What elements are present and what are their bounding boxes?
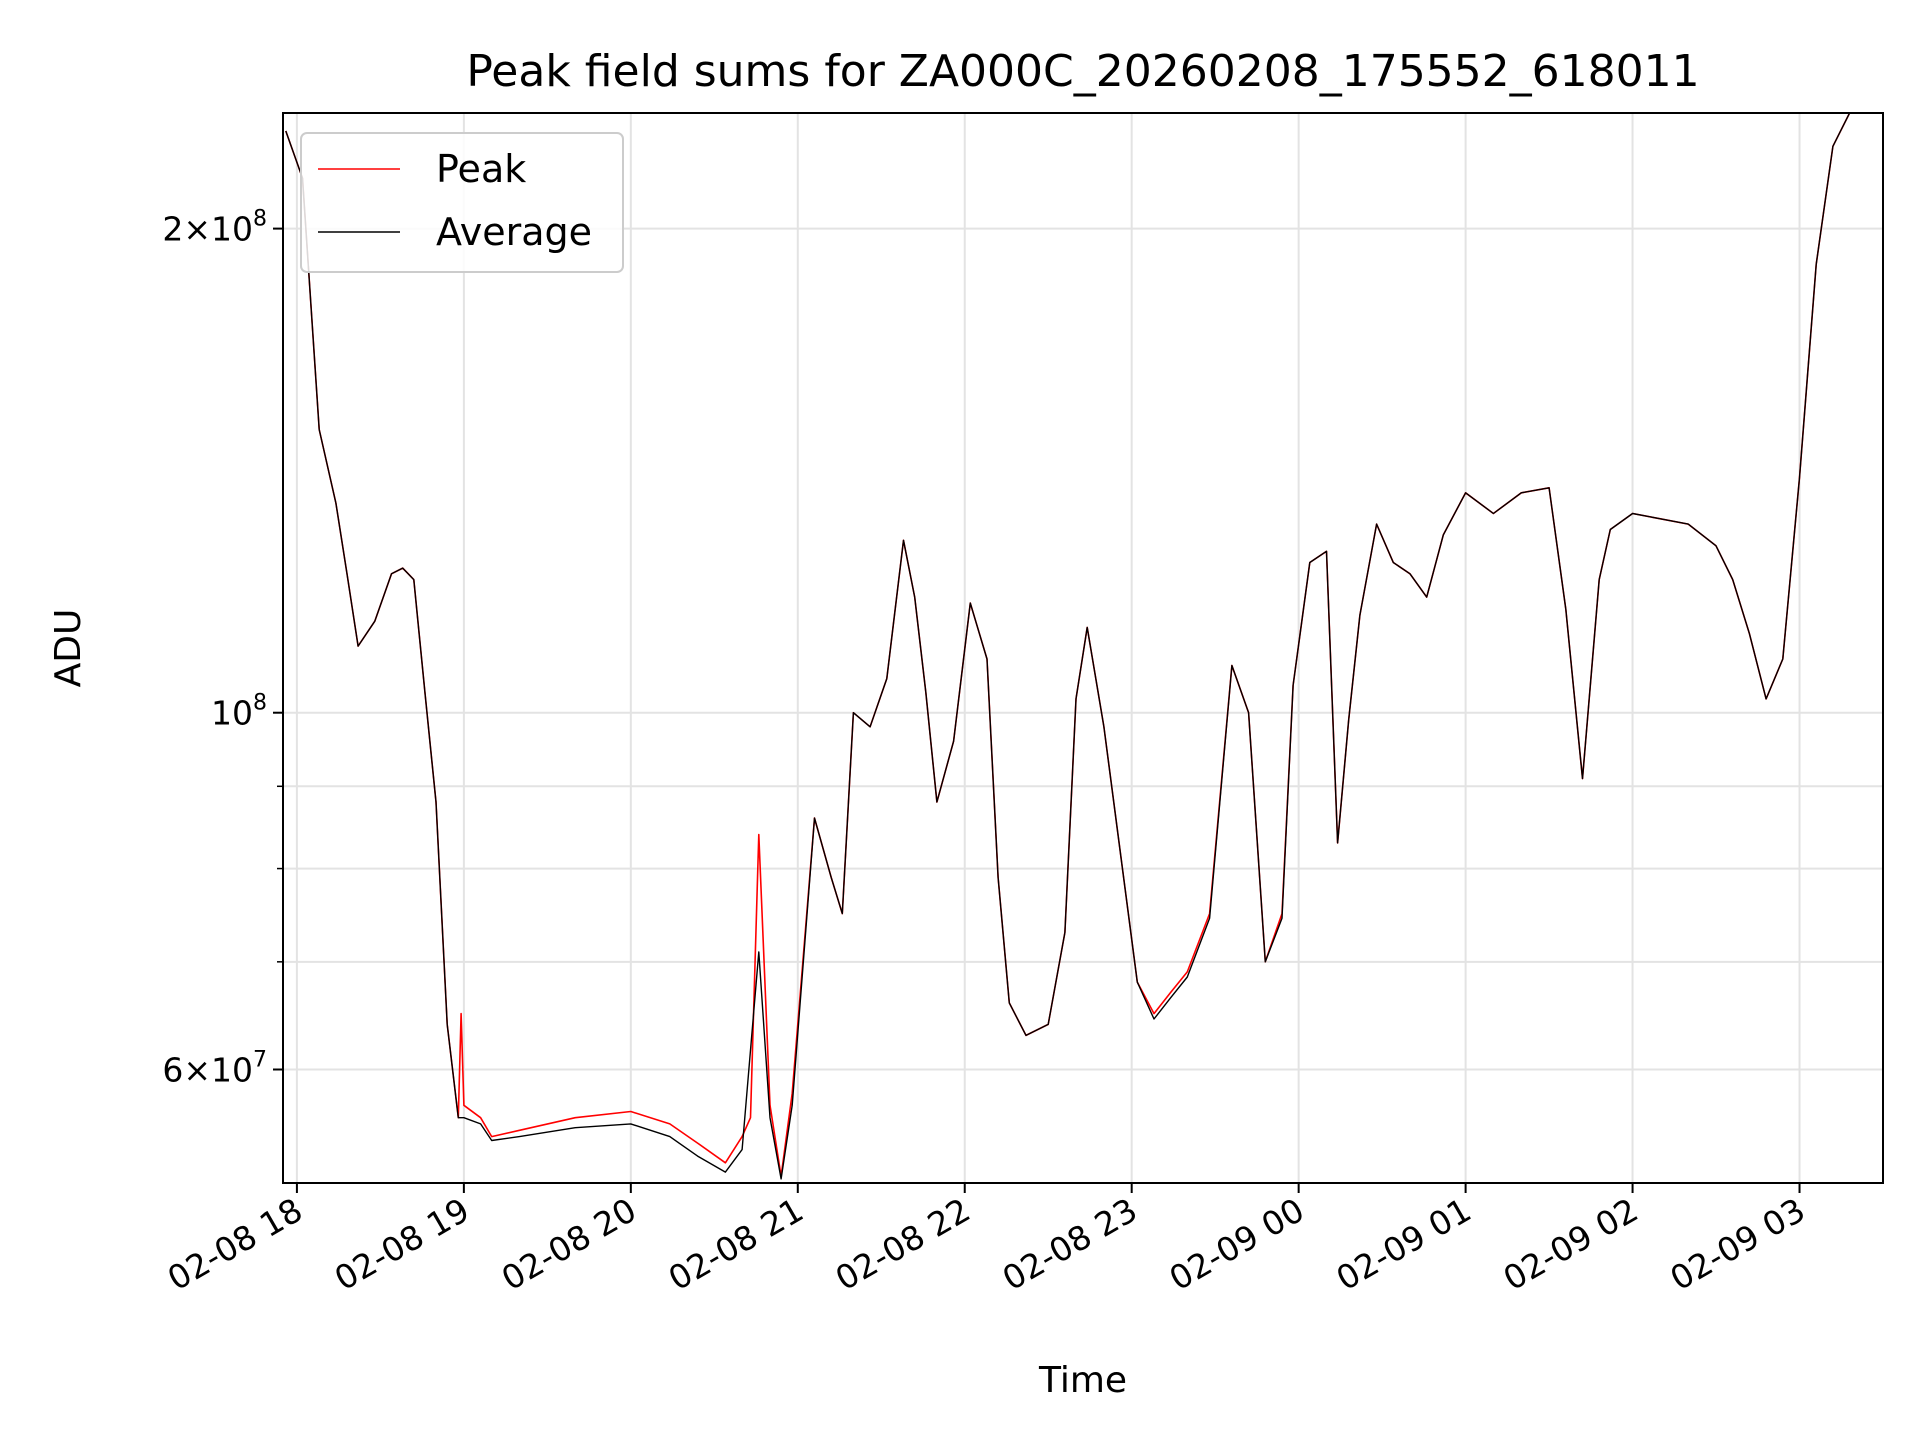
chart-title: Peak field sums for ZA000C_20260208_1755… [466, 46, 1699, 97]
legend-label-peak: Peak [436, 147, 526, 191]
x-tick-label: 02-08 22 [829, 1190, 977, 1298]
x-tick-label: 02-09 03 [1664, 1190, 1812, 1298]
x-axis-ticks: 02-08 18 02-08 19 02-08 20 02-08 21 02-08 22… [161, 1183, 1812, 1298]
x-tick-label: 02-09 01 [1330, 1190, 1478, 1298]
grid-layer [283, 113, 1883, 1183]
y-tick-label: 6×107 [162, 1047, 267, 1089]
plot-frame [282, 112, 1884, 1184]
y-axis-ticks: 6×107 108 2×108 [162, 207, 283, 1089]
x-tick-label: 02-08 21 [662, 1190, 810, 1298]
x-tick-label: 02-09 02 [1497, 1190, 1645, 1298]
y-tick-label: 2×108 [162, 207, 267, 249]
x-tick-label: 02-09 00 [1163, 1190, 1311, 1298]
x-tick-label: 02-08 20 [495, 1190, 643, 1298]
series-layer [285, 113, 1883, 1180]
x-tick-label: 02-08 19 [328, 1190, 476, 1298]
series-line-average [285, 113, 1883, 1180]
legend: Peak Average [300, 132, 624, 273]
x-tick-label: 02-08 18 [161, 1190, 309, 1298]
legend-box [300, 132, 624, 273]
y-axis-label: ADU [48, 609, 89, 688]
y-tick-label: 108 [211, 691, 267, 733]
x-tick-label: 02-08 23 [996, 1190, 1144, 1298]
legend-label-average: Average [436, 210, 592, 254]
x-axis-label: Time [1038, 1360, 1127, 1401]
